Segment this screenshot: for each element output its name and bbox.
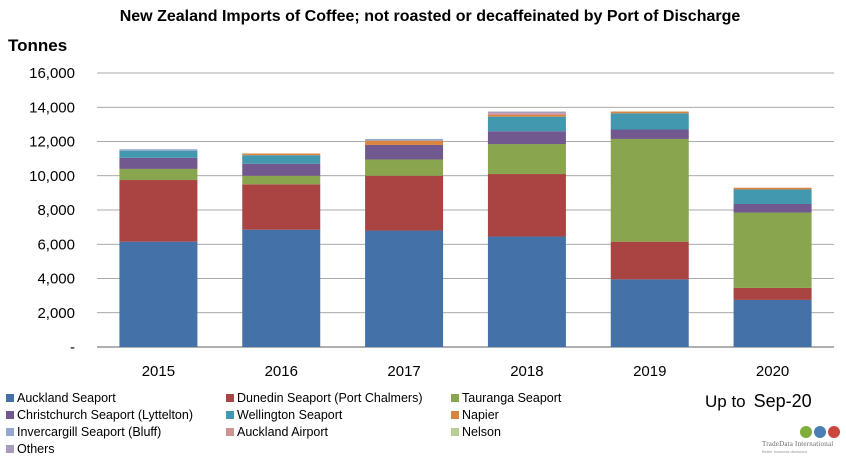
legend-label: Napier [462, 408, 499, 422]
legend-swatch [6, 394, 14, 402]
bar-segment [610, 279, 689, 347]
legend-item: Nelson [451, 425, 501, 439]
legend-swatch [6, 445, 14, 453]
globe-icons [800, 426, 840, 438]
legend-swatch [226, 394, 234, 402]
bar-segment [242, 163, 321, 176]
bar-segment [119, 168, 198, 181]
legend-label: Nelson [462, 425, 501, 439]
bar-segment [119, 180, 198, 242]
legend-item: Invercargill Seaport (Bluff) [6, 425, 161, 439]
bar-segment [242, 153, 321, 156]
legend-label: Tauranga Seaport [462, 391, 562, 405]
bar-segment [487, 116, 566, 132]
bar-segment [610, 129, 689, 139]
legend-item: Tauranga Seaport [451, 391, 561, 405]
legend-item: Auckland Seaport [6, 391, 116, 405]
y-tick-label: - [70, 339, 75, 356]
bar-segment [242, 155, 321, 164]
y-axis-unit: Tonnes [8, 36, 68, 55]
bar-segment [733, 187, 812, 190]
bar-segment [365, 138, 444, 141]
x-tick-label: 2020 [756, 363, 789, 380]
bar-segment [242, 175, 321, 185]
x-tick-label: 2016 [265, 363, 298, 380]
legend-item: Auckland Airport [226, 425, 328, 439]
bar-segment [487, 114, 566, 117]
legend-item: Others [6, 442, 55, 456]
period-value: Sep-20 [753, 391, 812, 411]
legend-item: Christchurch Seaport (Lyttelton) [6, 408, 193, 422]
bar-segment [487, 174, 566, 237]
legend-swatch [226, 411, 234, 419]
bar-segment [733, 204, 812, 213]
legend-label: Auckland Seaport [17, 391, 116, 405]
legend-swatch [226, 428, 234, 436]
y-tick-label: 16,000 [29, 65, 75, 82]
y-tick-label: 14,000 [29, 99, 75, 116]
bar-segment [610, 241, 689, 280]
bar-segment [487, 144, 566, 175]
bar-segment [733, 287, 812, 300]
y-tick-label: 12,000 [29, 134, 75, 151]
legend-item: Wellington Seaport [226, 408, 342, 422]
brand-logo: TradeData International Better business … [762, 424, 844, 456]
bar-segment [242, 229, 321, 347]
brand-name: TradeData International [762, 440, 834, 448]
bar-segment [610, 111, 689, 114]
bar-segment [119, 149, 198, 151]
legend-swatch [6, 428, 14, 436]
bar-segment [610, 113, 689, 130]
bar-segment [487, 111, 566, 114]
legend-label: Others [17, 442, 55, 456]
y-tick-label: 6,000 [37, 236, 75, 253]
legend-label: Auckland Airport [237, 425, 329, 439]
legend-swatch [6, 411, 14, 419]
brand-tagline: Better business decisions [762, 449, 808, 454]
bar-segment [365, 159, 444, 176]
y-tick-label: 10,000 [29, 168, 75, 185]
legend-item: Napier [451, 408, 499, 422]
legend-item: Dunedin Seaport (Port Chalmers) [226, 391, 423, 405]
bar-segment [365, 140, 444, 145]
bar-segment [733, 299, 812, 347]
bar-segment [487, 131, 566, 145]
bar-segment [487, 236, 566, 347]
x-tick-label: 2018 [510, 363, 543, 380]
bar-segment [365, 175, 444, 231]
bar-segment [487, 113, 566, 115]
bar-segment [733, 189, 812, 205]
chart-title: New Zealand Imports of Coffee; not roast… [119, 8, 741, 25]
legend-label: Wellington Seaport [237, 408, 343, 422]
bar-segment [119, 150, 198, 158]
y-tick-label: 2,000 [37, 305, 75, 322]
x-tick-label: 2019 [633, 363, 666, 380]
bar-segment [733, 212, 812, 288]
bar-segment [365, 230, 444, 347]
y-tick-label: 4,000 [37, 271, 75, 288]
legend-swatch [451, 411, 459, 419]
bar-segment [119, 241, 198, 347]
bar-segment [119, 157, 198, 169]
legend-label: Christchurch Seaport (Lyttelton) [17, 408, 194, 422]
x-tick-label: 2015 [142, 363, 175, 380]
x-tick-label: 2017 [387, 363, 420, 380]
bar-segment [242, 184, 321, 230]
period-note: Up to Sep-20 [705, 391, 820, 412]
y-tick-label: 8,000 [37, 202, 75, 219]
bar-segment [365, 144, 444, 160]
legend-swatch [451, 394, 459, 402]
legend-swatch [451, 428, 459, 436]
legend-label: Dunedin Seaport (Port Chalmers) [237, 391, 423, 405]
bar-segment [610, 138, 689, 242]
legend-label: Invercargill Seaport (Bluff) [17, 425, 162, 439]
period-prefix: Up to [705, 392, 746, 411]
